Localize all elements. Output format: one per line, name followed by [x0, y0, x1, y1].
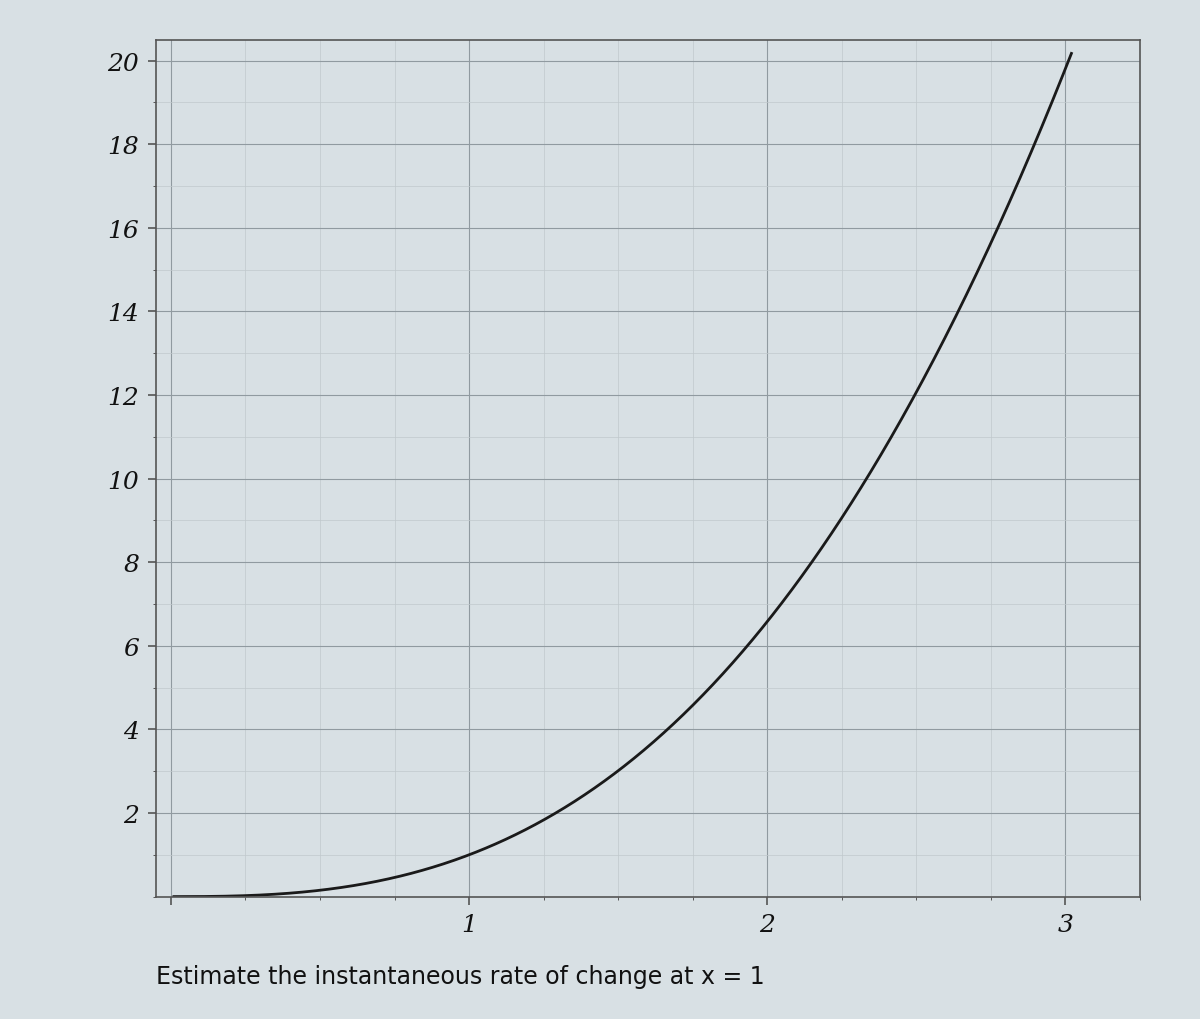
- Text: Estimate the instantaneous rate of change at x = 1: Estimate the instantaneous rate of chang…: [156, 964, 764, 988]
